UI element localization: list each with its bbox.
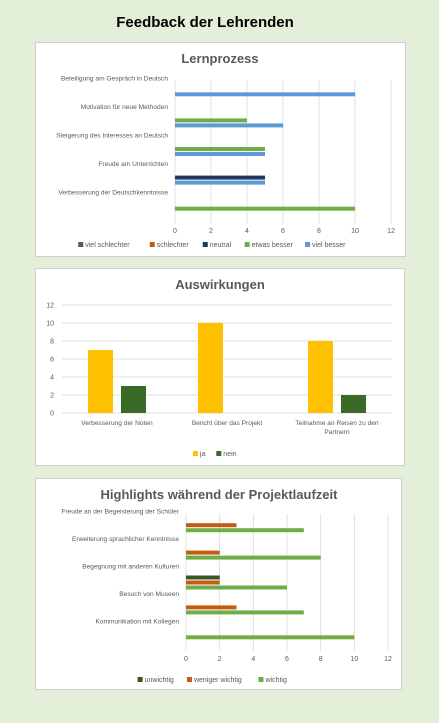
legend-label-weniger-wichtig: weniger wichtig bbox=[193, 677, 242, 684]
legend-swatch-ja bbox=[192, 451, 198, 456]
chart-auswirkungen: Auswirkungen 0 2 4 6 8 10 12 Verbesserung der No… bbox=[35, 268, 405, 466]
category-label-begegnung-mit-anderen-kulturen: Begegnung mit anderen Kulturen bbox=[82, 564, 179, 571]
x-tick-label-8: 8 bbox=[317, 228, 321, 235]
chart-auswirkungen-svg: Auswirkungen 0 2 4 6 8 10 12 Verbesserung der No… bbox=[46, 277, 392, 458]
category-label-teilnahme-an-reisen-zu-den-partnern: Teilnahme an Reisen zu den bbox=[295, 420, 379, 427]
bar-nein-verbesserung-der-noten bbox=[121, 386, 146, 413]
chart-highlights-svg: Highlights während der Projektlaufzeit 0 2… bbox=[61, 487, 392, 684]
bar-nein-teilnahme-an-reisen-zu-den-partnern bbox=[341, 395, 366, 413]
x-tick-label-0: 0 bbox=[173, 228, 177, 235]
bar-weniger-wichtig-erweiterung-sprachlicher-kenntnisse bbox=[186, 550, 220, 555]
legend-swatch-neutral bbox=[202, 242, 208, 247]
bar-weniger-wichtig-besuch-von-museen bbox=[186, 605, 237, 610]
chart-highlights: Highlights während der Projektlaufzeit 0 2… bbox=[35, 478, 402, 690]
legend-swatch-unwichtig bbox=[137, 677, 143, 682]
bar-weniger-wichtig-freude-an-der-begeisterung-der-schüler bbox=[186, 523, 237, 528]
bar-wichtig-begegnung-mit-anderen-kulturen bbox=[186, 585, 287, 590]
x-tick-label-0: 0 bbox=[184, 656, 188, 663]
legend-swatch-weniger-wichtig bbox=[186, 677, 192, 682]
category-label-steigerung-des-interesses-an-deutsch: Steigerung des Interesses an Deutsch bbox=[56, 133, 168, 140]
y-tick-label-2: 2 bbox=[50, 393, 54, 400]
x-tick-label-12: 12 bbox=[384, 656, 392, 663]
legend-swatch-viel-schlechter bbox=[78, 242, 84, 247]
x-tick-label-6: 6 bbox=[285, 656, 289, 663]
bar-ja-verbesserung-der-noten bbox=[88, 350, 113, 413]
legend-label-neutral: neutral bbox=[210, 242, 232, 249]
bar-viel-besser-steigerung-des-interesses-an-deutsch bbox=[175, 152, 265, 156]
chart-lernprozess-svg: Lernprozess 0 2 4 6 8 10 12 Beteiligung am Gespr… bbox=[56, 51, 395, 249]
bar-unwichtig-begegnung-mit-anderen-kulturen bbox=[186, 575, 220, 580]
category-label-verbesserung-der-deutschkenntnisse: Verbesserung der Deutschkenntnisse bbox=[58, 190, 168, 197]
bar-viel-besser-beteiligung-am-gespräch-in-deutsch bbox=[175, 92, 355, 97]
category-label-erweiterung-sprachlicher-kenntnisse: Erweiterung sprachlicher Kenntnisse bbox=[72, 536, 179, 543]
category-label-beteiligung-am-gespräch-in-deutsch: Beteiligung am Gespräch in Deutsch bbox=[61, 75, 168, 82]
y-tick-label-10: 10 bbox=[46, 321, 54, 328]
x-tick-label-4: 4 bbox=[251, 656, 255, 663]
category-label-teilnahme-an-reisen-zu-den-partnern-line2: Partnern bbox=[324, 429, 350, 436]
x-tick-label-6: 6 bbox=[281, 228, 285, 235]
category-label-freude-am-unterrichten: Freude am Unterrichten bbox=[98, 161, 168, 168]
chart-title: Auswirkungen bbox=[175, 277, 265, 292]
legend-label-ja: ja bbox=[199, 451, 206, 458]
legend-label-viel-besser: viel besser bbox=[312, 242, 346, 249]
bar-ja-bericht-über-das-projekt bbox=[198, 323, 223, 413]
bar-viel-besser-freude-am-unterrichten bbox=[175, 180, 265, 185]
page-title: Feedback der Lehrenden bbox=[116, 14, 294, 31]
x-tick-label-10: 10 bbox=[350, 656, 358, 663]
y-tick-label-4: 4 bbox=[50, 375, 54, 382]
category-label-freude-an-der-begeisterung-der-schüler: Freude an der Begeisterung der Schüler bbox=[61, 509, 179, 516]
x-tick-label-2: 2 bbox=[209, 228, 213, 235]
legend-label-schlechter: schlechter bbox=[157, 242, 190, 249]
x-tick-label-4: 4 bbox=[245, 228, 249, 235]
chart-lernprozess: Lernprozess 0 2 4 6 8 10 12 Beteiligung am Gespr… bbox=[35, 42, 406, 257]
legend-label-unwichtig: unwichtig bbox=[145, 677, 174, 684]
bar-viel-besser-motivation-für-neue-methoden bbox=[175, 123, 283, 128]
x-tick-label-8: 8 bbox=[319, 656, 323, 663]
legend-swatch-nein bbox=[216, 451, 222, 456]
y-tick-label-6: 6 bbox=[50, 357, 54, 364]
x-tick-label-12: 12 bbox=[387, 228, 395, 235]
legend-label-nein: nein bbox=[223, 451, 236, 458]
bar-wichtig-erweiterung-sprachlicher-kenntnisse bbox=[186, 555, 321, 560]
legend-label-wichtig: wichtig bbox=[264, 677, 287, 684]
y-tick-label-12: 12 bbox=[46, 303, 54, 310]
chart-title: Lernprozess bbox=[181, 51, 258, 66]
bar-weniger-wichtig-begegnung-mit-anderen-kulturen bbox=[186, 580, 220, 585]
category-label-bericht-über-das-projekt: Bericht über das Projekt bbox=[192, 420, 263, 427]
category-label-motivation-für-neue-methoden: Motivation für neue Methoden bbox=[81, 104, 169, 111]
bar-wichtig-kommunikation-mit-kollegen bbox=[186, 635, 355, 640]
category-label-verbesserung-der-noten: Verbesserung der Noten bbox=[81, 420, 153, 427]
legend-label-etwas-besser: etwas besser bbox=[252, 242, 294, 249]
legend-label-viel-schlechter: viel schlechter bbox=[85, 242, 130, 249]
y-tick-label-0: 0 bbox=[50, 411, 54, 418]
bar-etwas-besser-motivation-für-neue-methoden bbox=[175, 118, 247, 123]
chart-title: Highlights während der Projektlaufzeit bbox=[101, 487, 339, 502]
x-tick-label-10: 10 bbox=[351, 228, 359, 235]
legend-swatch-wichtig bbox=[258, 677, 264, 682]
category-label-kommunikation-mit-kollegen: Kommunikation mit Kollegen bbox=[95, 618, 179, 625]
legend-swatch-etwas-besser bbox=[244, 242, 250, 247]
y-tick-label-8: 8 bbox=[50, 339, 54, 346]
x-tick-label-2: 2 bbox=[218, 656, 222, 663]
bar-wichtig-besuch-von-museen bbox=[186, 610, 304, 615]
legend-swatch-schlechter bbox=[149, 242, 155, 247]
bar-neutral-freude-am-unterrichten bbox=[175, 175, 265, 180]
bar-etwas-besser-steigerung-des-interesses-an-deutsch bbox=[175, 147, 265, 151]
bar-wichtig-freude-an-der-begeisterung-der-schüler bbox=[186, 528, 304, 533]
bar-etwas-besser-verbesserung-der-deutschkenntnisse bbox=[175, 206, 355, 211]
legend-swatch-viel-besser bbox=[305, 242, 311, 247]
bar-ja-teilnahme-an-reisen-zu-den-partnern bbox=[308, 341, 333, 413]
category-label-besuch-von-museen: Besuch von Museen bbox=[119, 591, 179, 598]
